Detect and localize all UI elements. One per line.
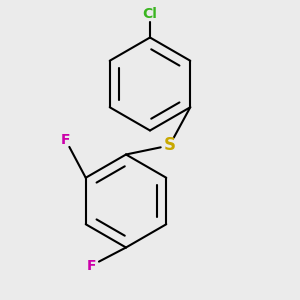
Text: F: F [61,133,70,146]
Text: F: F [87,259,96,272]
Text: Cl: Cl [142,7,158,20]
Text: S: S [164,136,175,154]
